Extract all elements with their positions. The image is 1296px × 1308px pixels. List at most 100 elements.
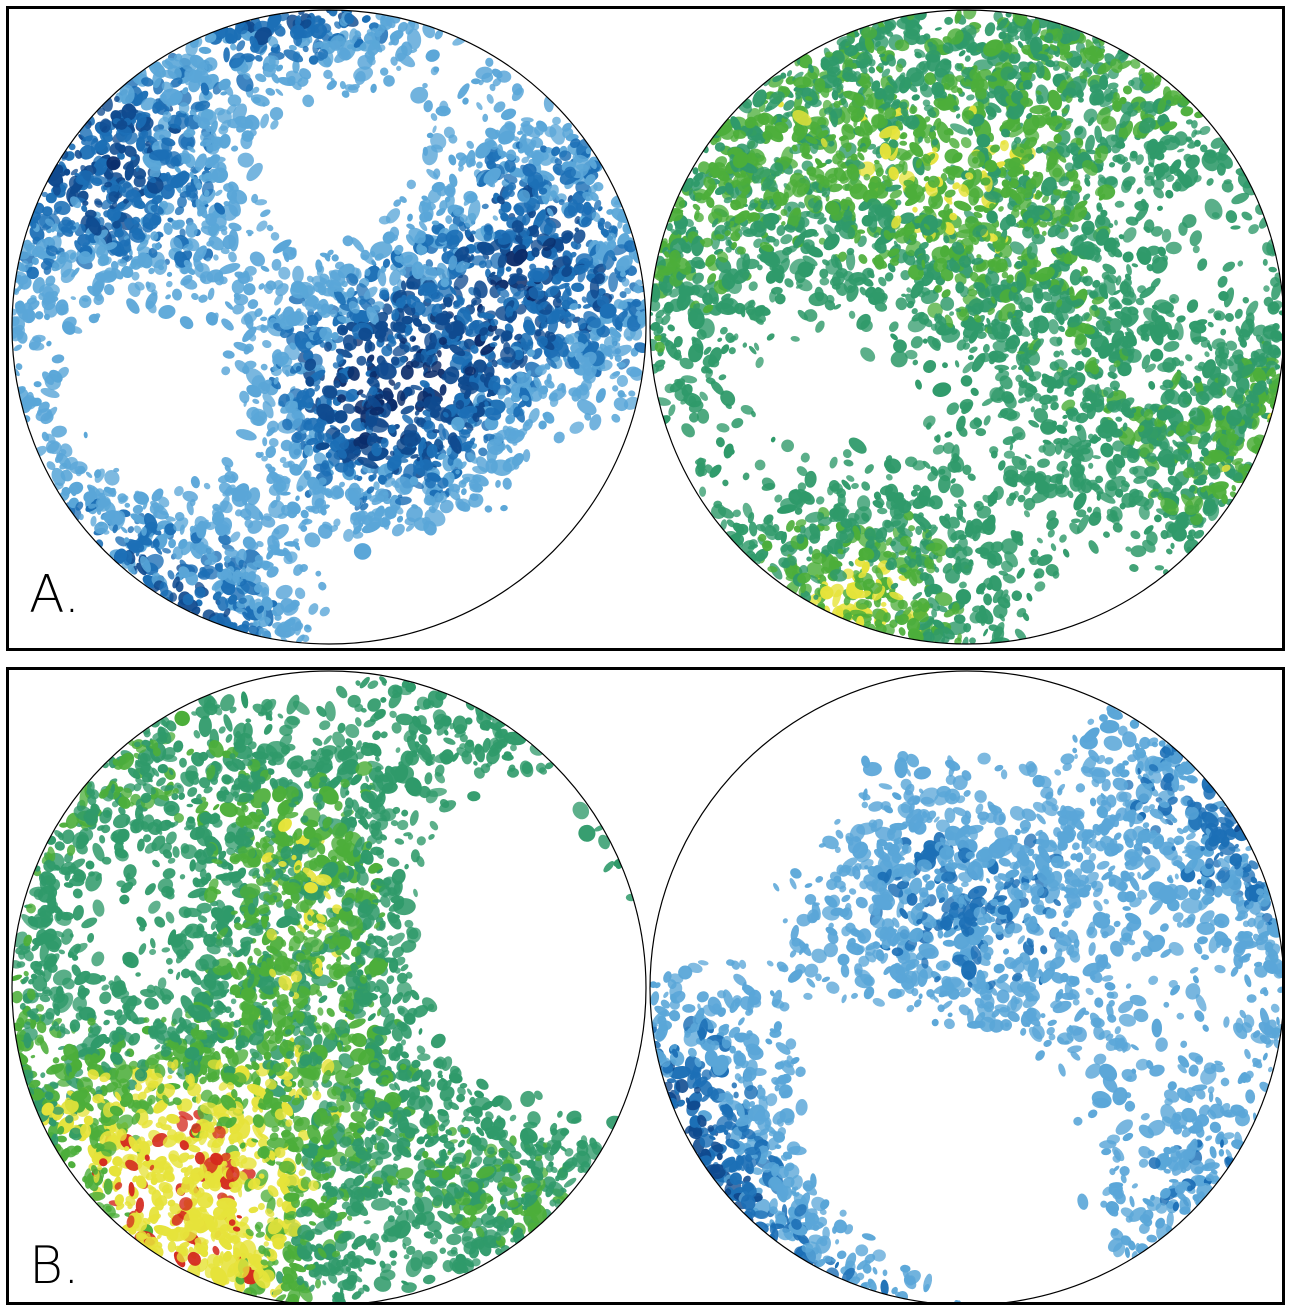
map-speckle (478, 447, 488, 457)
map-speckle (135, 136, 146, 152)
map-speckle (275, 64, 284, 72)
map-speckle (699, 486, 707, 497)
map-speckle (616, 214, 622, 220)
map-speckle (595, 388, 606, 403)
map-speckle (215, 189, 223, 197)
map-speckle (171, 288, 183, 301)
map-speckle (366, 56, 374, 64)
map-speckle (31, 257, 39, 265)
map-speckle (453, 274, 469, 290)
map-speckle (133, 491, 150, 505)
map-speckle (407, 213, 413, 222)
map-speckle (742, 342, 748, 348)
map-speckle (609, 354, 614, 360)
map-speckle (182, 278, 198, 290)
map-speckle (230, 43, 237, 51)
map-speckle (413, 517, 429, 531)
map-speckle (208, 235, 225, 251)
map-speckle (270, 232, 280, 241)
map-speckle (262, 339, 272, 349)
map-speckle (143, 513, 158, 533)
map-speckle (13, 344, 23, 352)
map-speckle (500, 108, 517, 121)
map-speckle (310, 324, 318, 332)
map-speckle (400, 405, 415, 415)
map-speckle (212, 503, 221, 512)
map-speckle (1216, 162, 1226, 176)
map-speckle (198, 294, 208, 303)
map-speckle (335, 389, 356, 403)
map-speckle (20, 260, 30, 272)
map-speckle (754, 459, 766, 471)
map-speckle (53, 206, 62, 215)
map-speckle (341, 280, 348, 288)
map-speckle (352, 531, 364, 539)
map-speckle (1130, 530, 1141, 540)
map-speckle (621, 278, 630, 287)
map-speckle (500, 212, 509, 222)
map-speckle (274, 614, 282, 621)
map-speckle (984, 22, 996, 37)
map-speckle (485, 57, 494, 67)
map-speckle (51, 354, 65, 364)
map-speckle (130, 513, 147, 525)
map-speckle (611, 413, 621, 423)
map-speckle (800, 452, 810, 463)
panel-a-maps (11, 9, 1282, 645)
map-speckle (784, 278, 794, 288)
map-speckle (528, 408, 540, 424)
map-speckle (770, 436, 776, 443)
map-speckle (101, 185, 106, 193)
map-speckle (1220, 328, 1227, 336)
map-speckle (42, 206, 53, 217)
panel-a: A. (6, 6, 1285, 651)
map-speckle (118, 144, 127, 154)
map-speckle (373, 481, 380, 491)
map-speckle (561, 232, 573, 244)
map-speckle (78, 295, 92, 309)
map-speckle (1129, 564, 1139, 572)
map-speckle (279, 456, 287, 464)
map-speckle (393, 199, 402, 207)
map-speckle (307, 476, 320, 491)
map-speckle (262, 589, 267, 594)
map-speckle (115, 536, 128, 547)
map-speckle (966, 94, 975, 101)
map-speckle (437, 350, 442, 358)
map-speckle (410, 384, 423, 391)
map-speckle (248, 541, 259, 551)
map-speckle (1114, 219, 1118, 226)
map-speckle (581, 296, 588, 303)
map-speckle (153, 61, 162, 71)
map-speckle (553, 431, 565, 444)
map-speckle (222, 350, 235, 359)
map-speckle (165, 280, 173, 288)
map-speckle (545, 147, 552, 154)
map-speckle (1088, 462, 1094, 469)
map-speckle (514, 234, 525, 246)
map-speckle (720, 519, 727, 531)
map-speckle (909, 105, 918, 115)
map-speckle (842, 449, 852, 459)
map-speckle (538, 420, 547, 430)
map-speckle (243, 72, 251, 80)
map-speckle (351, 237, 365, 253)
map-speckle (304, 295, 320, 312)
map-speckle (217, 174, 224, 183)
map-speckle (425, 49, 440, 62)
map-speckle (1186, 299, 1199, 313)
map-speckle (970, 387, 979, 397)
map-speckle (361, 15, 371, 23)
map-speckle (380, 15, 386, 21)
map-speckle (70, 296, 77, 300)
map-speckle (123, 161, 134, 170)
map-speckle (425, 259, 434, 268)
map-speckle (263, 283, 274, 295)
map-speckle (495, 479, 501, 488)
map-speckle (254, 54, 263, 62)
map-speckle (168, 538, 177, 549)
map-speckle (471, 443, 478, 450)
map-speckle (228, 251, 237, 263)
map-speckle (460, 476, 471, 485)
map-speckle (343, 528, 354, 542)
